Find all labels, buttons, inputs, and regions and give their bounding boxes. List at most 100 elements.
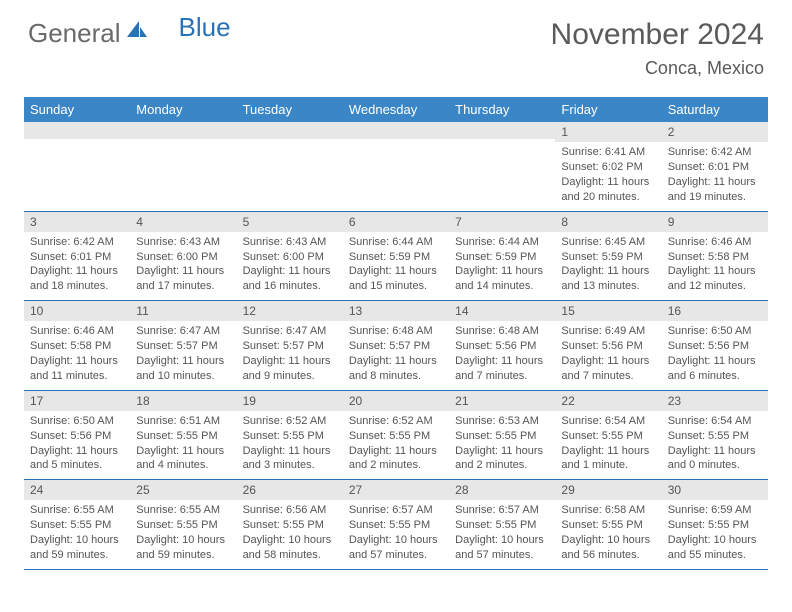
sunrise-text: Sunrise: 6:54 AM — [555, 414, 661, 429]
weekday-label: Sunday — [24, 97, 130, 122]
sunrise-text: Sunrise: 6:55 AM — [24, 503, 130, 518]
day-number: 22 — [555, 391, 661, 411]
day-cell: 17Sunrise: 6:50 AMSunset: 5:56 PMDayligh… — [24, 391, 130, 480]
sunrise-text: Sunrise: 6:45 AM — [555, 235, 661, 250]
sunrise-text: Sunrise: 6:52 AM — [237, 414, 343, 429]
logo: General Blue — [28, 18, 205, 49]
sunset-text: Sunset: 5:59 PM — [555, 250, 661, 265]
sunset-text: Sunset: 5:55 PM — [130, 429, 236, 444]
header: General Blue November 2024 Conca, Mexico — [0, 0, 792, 87]
location: Conca, Mexico — [551, 58, 764, 79]
day-number: 11 — [130, 301, 236, 321]
day-number — [449, 122, 555, 139]
daylight-text: Daylight: 11 hours and 7 minutes. — [555, 354, 661, 384]
sunset-text: Sunset: 5:55 PM — [343, 429, 449, 444]
daylight-text: Daylight: 11 hours and 3 minutes. — [237, 444, 343, 474]
day-number: 13 — [343, 301, 449, 321]
sunset-text: Sunset: 5:55 PM — [343, 518, 449, 533]
daylight-text: Daylight: 11 hours and 2 minutes. — [343, 444, 449, 474]
day-cell — [237, 122, 343, 211]
day-number: 18 — [130, 391, 236, 411]
day-cell: 18Sunrise: 6:51 AMSunset: 5:55 PMDayligh… — [130, 391, 236, 480]
day-cell: 1Sunrise: 6:41 AMSunset: 6:02 PMDaylight… — [555, 122, 661, 211]
sunrise-text: Sunrise: 6:44 AM — [449, 235, 555, 250]
sunset-text: Sunset: 6:01 PM — [24, 250, 130, 265]
day-number: 25 — [130, 480, 236, 500]
daylight-text: Daylight: 11 hours and 15 minutes. — [343, 264, 449, 294]
week-row: 10Sunrise: 6:46 AMSunset: 5:58 PMDayligh… — [24, 301, 768, 391]
sunset-text: Sunset: 6:00 PM — [237, 250, 343, 265]
day-number: 15 — [555, 301, 661, 321]
day-number: 4 — [130, 212, 236, 232]
day-cell: 8Sunrise: 6:45 AMSunset: 5:59 PMDaylight… — [555, 212, 661, 301]
day-cell: 30Sunrise: 6:59 AMSunset: 5:55 PMDayligh… — [662, 480, 768, 569]
sunrise-text: Sunrise: 6:51 AM — [130, 414, 236, 429]
sunset-text: Sunset: 5:55 PM — [555, 429, 661, 444]
daylight-text: Daylight: 10 hours and 58 minutes. — [237, 533, 343, 563]
daylight-text: Daylight: 10 hours and 59 minutes. — [130, 533, 236, 563]
day-number — [24, 122, 130, 139]
sunrise-text: Sunrise: 6:52 AM — [343, 414, 449, 429]
sunset-text: Sunset: 6:01 PM — [662, 160, 768, 175]
daylight-text: Daylight: 11 hours and 8 minutes. — [343, 354, 449, 384]
day-cell: 16Sunrise: 6:50 AMSunset: 5:56 PMDayligh… — [662, 301, 768, 390]
day-cell: 20 Sunrise: 6:52 AMSunset: 5:55 PMDayligh… — [343, 391, 449, 480]
day-number: 29 — [555, 480, 661, 500]
sunset-text: Sunset: 6:02 PM — [555, 160, 661, 175]
day-number: 3 — [24, 212, 130, 232]
sail-icon — [125, 19, 149, 44]
day-cell: 4Sunrise: 6:43 AMSunset: 6:00 PMDaylight… — [130, 212, 236, 301]
day-cell: 23Sunrise: 6:54 AMSunset: 5:55 PMDayligh… — [662, 391, 768, 480]
daylight-text: Daylight: 11 hours and 19 minutes. — [662, 175, 768, 205]
day-number: 6 — [343, 212, 449, 232]
day-cell: 26Sunrise: 6:56 AMSunset: 5:55 PMDayligh… — [237, 480, 343, 569]
day-number — [237, 122, 343, 139]
day-cell — [24, 122, 130, 211]
sunset-text: Sunset: 5:56 PM — [662, 339, 768, 354]
weekday-label: Monday — [130, 97, 236, 122]
sunrise-text: Sunrise: 6:41 AM — [555, 145, 661, 160]
daylight-text: Daylight: 11 hours and 17 minutes. — [130, 264, 236, 294]
weekday-label: Friday — [555, 97, 661, 122]
day-number: 20 — [343, 391, 449, 411]
day-cell: 15Sunrise: 6:49 AMSunset: 5:56 PMDayligh… — [555, 301, 661, 390]
sunrise-text: Sunrise: 6:42 AM — [662, 145, 768, 160]
daylight-text: Daylight: 10 hours and 57 minutes. — [343, 533, 449, 563]
day-number: 28 — [449, 480, 555, 500]
daylight-text: Daylight: 11 hours and 13 minutes. — [555, 264, 661, 294]
day-number — [343, 122, 449, 139]
logo-word-1: General — [28, 18, 121, 49]
sunrise-text: Sunrise: 6:44 AM — [343, 235, 449, 250]
sunset-text: Sunset: 5:57 PM — [130, 339, 236, 354]
sunrise-text: Sunrise: 6:56 AM — [237, 503, 343, 518]
month-title: November 2024 — [551, 18, 764, 52]
sunset-text: Sunset: 5:57 PM — [343, 339, 449, 354]
day-number: 16 — [662, 301, 768, 321]
day-cell: 21Sunrise: 6:53 AMSunset: 5:55 PMDayligh… — [449, 391, 555, 480]
sunrise-text: Sunrise: 6:50 AM — [662, 324, 768, 339]
daylight-text: Daylight: 11 hours and 18 minutes. — [24, 264, 130, 294]
sunrise-text: Sunrise: 6:49 AM — [555, 324, 661, 339]
day-cell — [343, 122, 449, 211]
day-number: 26 — [237, 480, 343, 500]
day-cell: 12Sunrise: 6:47 AMSunset: 5:57 PMDayligh… — [237, 301, 343, 390]
day-cell: 29Sunrise: 6:58 AMSunset: 5:55 PMDayligh… — [555, 480, 661, 569]
day-number: 9 — [662, 212, 768, 232]
weekday-header: Sunday Monday Tuesday Wednesday Thursday… — [24, 97, 768, 122]
daylight-text: Daylight: 11 hours and 20 minutes. — [555, 175, 661, 205]
sunset-text: Sunset: 5:58 PM — [662, 250, 768, 265]
logo-word-2: Blue — [179, 12, 231, 43]
day-number: 17 — [24, 391, 130, 411]
sunrise-text: Sunrise: 6:48 AM — [343, 324, 449, 339]
weekday-label: Wednesday — [343, 97, 449, 122]
sunrise-text: Sunrise: 6:47 AM — [130, 324, 236, 339]
day-number: 19 — [237, 391, 343, 411]
title-block: November 2024 Conca, Mexico — [551, 18, 764, 79]
sunrise-text: Sunrise: 6:57 AM — [343, 503, 449, 518]
daylight-text: Daylight: 10 hours and 56 minutes. — [555, 533, 661, 563]
daylight-text: Daylight: 10 hours and 59 minutes. — [24, 533, 130, 563]
day-cell: 25Sunrise: 6:55 AMSunset: 5:55 PMDayligh… — [130, 480, 236, 569]
day-cell: 22Sunrise: 6:54 AMSunset: 5:55 PMDayligh… — [555, 391, 661, 480]
week-row: 1Sunrise: 6:41 AMSunset: 6:02 PMDaylight… — [24, 122, 768, 212]
sunset-text: Sunset: 5:56 PM — [24, 429, 130, 444]
